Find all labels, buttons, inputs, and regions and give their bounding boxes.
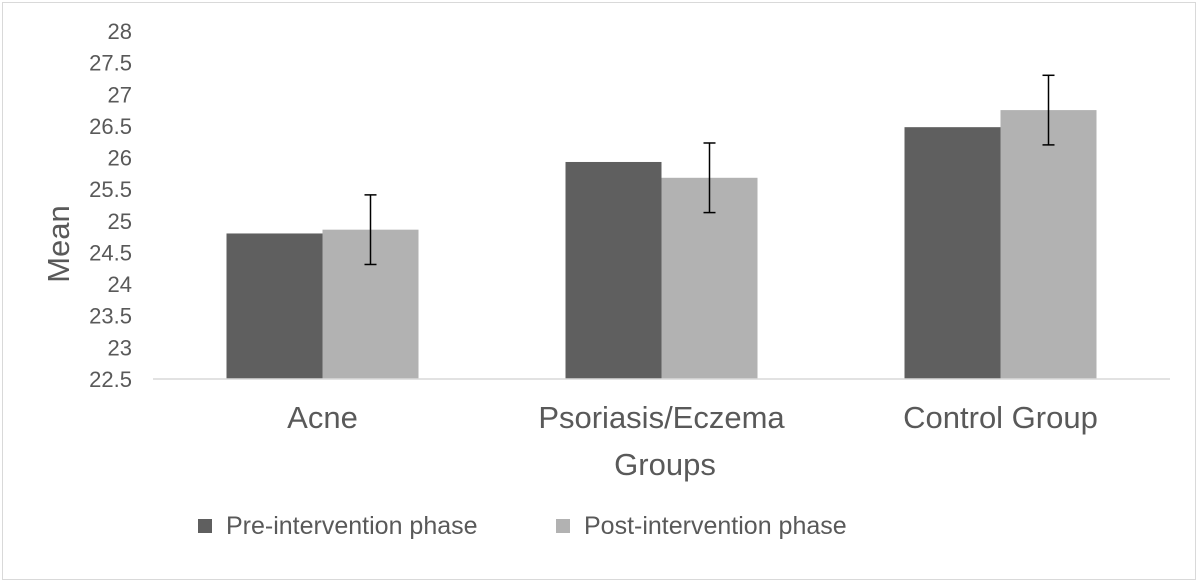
error-bars [364,74,1055,266]
y-tick-label: 25 [108,209,132,234]
legend-label-post: Post-intervention phase [584,512,847,540]
y-tick-label: 26 [108,146,132,171]
x-tick-label: Control Group [903,400,1098,435]
y-tick-label: 23.5 [89,304,132,329]
y-tick-label: 27.5 [89,51,132,76]
x-tick-label: Acne [287,400,358,435]
legend-label-pre: Pre-intervention phase [226,512,478,540]
legend-swatch-post [556,519,570,533]
y-tick-label: 24 [108,272,132,297]
y-tick-label: 23 [108,335,132,360]
y-tick-label: 25.5 [89,177,132,202]
bar-pre-0 [226,233,323,379]
y-tick-label: 26.5 [89,114,132,139]
legend-swatch-pre [198,519,212,533]
bar-pre-2 [904,127,1001,379]
bar-pre-1 [565,161,662,379]
bars [226,110,1097,379]
y-axis-ticks: 22.5 23 23.5 24 24.5 25 25.5 26 26.5 27 27.5 28 [89,19,132,392]
y-tick-label: 22.5 [89,367,132,392]
x-axis-title: Groups [614,447,716,482]
y-axis-title: Mean [41,205,76,283]
bar-post-2 [1000,110,1097,379]
legend: Pre-intervention phase Post-intervention … [198,512,847,540]
y-tick-label: 24.5 [89,240,132,265]
x-tick-label: Psoriasis/Eczema [538,400,785,435]
x-axis-labels: Acne Psoriasis/Eczema Control Group [287,400,1098,435]
y-tick-label: 27 [108,82,132,107]
y-tick-label: 28 [108,19,132,44]
